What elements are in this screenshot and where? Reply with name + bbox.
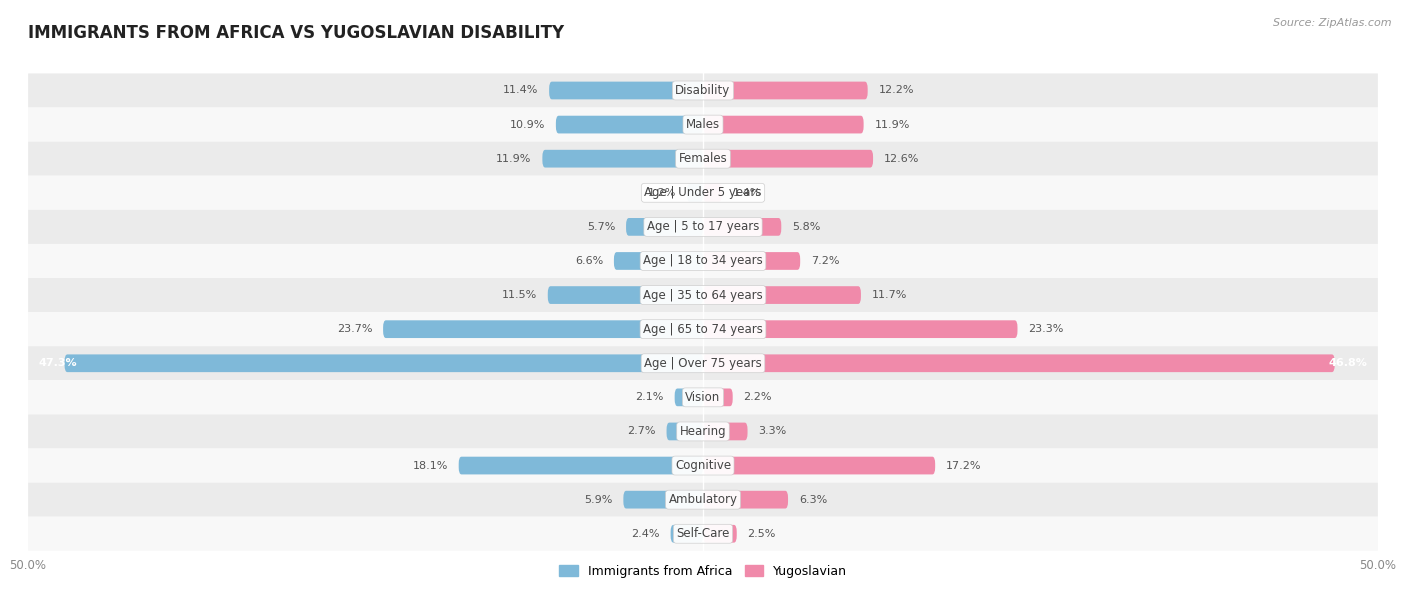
Text: IMMIGRANTS FROM AFRICA VS YUGOSLAVIAN DISABILITY: IMMIGRANTS FROM AFRICA VS YUGOSLAVIAN DI… — [28, 24, 564, 42]
FancyBboxPatch shape — [28, 141, 1378, 176]
Text: 47.3%: 47.3% — [39, 358, 77, 368]
FancyBboxPatch shape — [555, 116, 703, 133]
Text: 11.9%: 11.9% — [496, 154, 531, 163]
FancyBboxPatch shape — [28, 449, 1378, 483]
FancyBboxPatch shape — [671, 525, 703, 543]
FancyBboxPatch shape — [550, 81, 703, 99]
FancyBboxPatch shape — [28, 210, 1378, 244]
Text: Ambulatory: Ambulatory — [668, 493, 738, 506]
FancyBboxPatch shape — [28, 312, 1378, 346]
FancyBboxPatch shape — [28, 244, 1378, 278]
Text: 17.2%: 17.2% — [946, 461, 981, 471]
FancyBboxPatch shape — [28, 278, 1378, 312]
Text: 11.7%: 11.7% — [872, 290, 907, 300]
FancyBboxPatch shape — [703, 286, 860, 304]
Text: Age | Under 5 years: Age | Under 5 years — [644, 186, 762, 200]
Text: 46.8%: 46.8% — [1329, 358, 1367, 368]
Text: 3.3%: 3.3% — [758, 427, 786, 436]
Text: 7.2%: 7.2% — [811, 256, 839, 266]
FancyBboxPatch shape — [458, 457, 703, 474]
Text: Hearing: Hearing — [679, 425, 727, 438]
FancyBboxPatch shape — [675, 389, 703, 406]
FancyBboxPatch shape — [28, 380, 1378, 414]
Text: 10.9%: 10.9% — [510, 119, 546, 130]
Text: Age | Over 75 years: Age | Over 75 years — [644, 357, 762, 370]
Text: 6.6%: 6.6% — [575, 256, 603, 266]
Text: 2.4%: 2.4% — [631, 529, 659, 539]
Text: Males: Males — [686, 118, 720, 131]
Text: Age | 65 to 74 years: Age | 65 to 74 years — [643, 323, 763, 335]
FancyBboxPatch shape — [28, 346, 1378, 380]
Text: 1.4%: 1.4% — [733, 188, 761, 198]
FancyBboxPatch shape — [703, 525, 737, 543]
Text: 11.4%: 11.4% — [503, 86, 538, 95]
FancyBboxPatch shape — [543, 150, 703, 168]
FancyBboxPatch shape — [65, 354, 703, 372]
FancyBboxPatch shape — [28, 414, 1378, 449]
Text: 2.1%: 2.1% — [636, 392, 664, 402]
Text: Source: ZipAtlas.com: Source: ZipAtlas.com — [1274, 18, 1392, 28]
FancyBboxPatch shape — [614, 252, 703, 270]
FancyBboxPatch shape — [686, 184, 703, 201]
FancyBboxPatch shape — [703, 81, 868, 99]
Text: Cognitive: Cognitive — [675, 459, 731, 472]
Text: Age | 35 to 64 years: Age | 35 to 64 years — [643, 289, 763, 302]
FancyBboxPatch shape — [28, 517, 1378, 551]
FancyBboxPatch shape — [703, 423, 748, 440]
Text: 12.2%: 12.2% — [879, 86, 914, 95]
FancyBboxPatch shape — [703, 491, 787, 509]
Text: 23.3%: 23.3% — [1028, 324, 1064, 334]
FancyBboxPatch shape — [28, 176, 1378, 210]
FancyBboxPatch shape — [28, 483, 1378, 517]
Text: 5.8%: 5.8% — [792, 222, 821, 232]
FancyBboxPatch shape — [703, 218, 782, 236]
Text: Self-Care: Self-Care — [676, 528, 730, 540]
Text: 2.7%: 2.7% — [627, 427, 655, 436]
Text: Age | 5 to 17 years: Age | 5 to 17 years — [647, 220, 759, 233]
FancyBboxPatch shape — [548, 286, 703, 304]
FancyBboxPatch shape — [703, 354, 1334, 372]
Text: 11.9%: 11.9% — [875, 119, 910, 130]
FancyBboxPatch shape — [28, 73, 1378, 108]
FancyBboxPatch shape — [703, 116, 863, 133]
FancyBboxPatch shape — [703, 252, 800, 270]
FancyBboxPatch shape — [703, 320, 1018, 338]
Text: 1.2%: 1.2% — [648, 188, 676, 198]
Text: 18.1%: 18.1% — [412, 461, 449, 471]
Text: 5.7%: 5.7% — [586, 222, 616, 232]
FancyBboxPatch shape — [703, 150, 873, 168]
FancyBboxPatch shape — [623, 491, 703, 509]
FancyBboxPatch shape — [703, 184, 721, 201]
Text: 11.5%: 11.5% — [502, 290, 537, 300]
Text: 5.9%: 5.9% — [583, 494, 613, 505]
FancyBboxPatch shape — [703, 457, 935, 474]
FancyBboxPatch shape — [666, 423, 703, 440]
FancyBboxPatch shape — [382, 320, 703, 338]
Legend: Immigrants from Africa, Yugoslavian: Immigrants from Africa, Yugoslavian — [554, 560, 852, 583]
Text: 12.6%: 12.6% — [884, 154, 920, 163]
Text: Age | 18 to 34 years: Age | 18 to 34 years — [643, 255, 763, 267]
Text: Vision: Vision — [685, 391, 721, 404]
Text: 23.7%: 23.7% — [337, 324, 373, 334]
FancyBboxPatch shape — [28, 108, 1378, 141]
Text: 2.5%: 2.5% — [748, 529, 776, 539]
Text: 6.3%: 6.3% — [799, 494, 827, 505]
Text: 2.2%: 2.2% — [744, 392, 772, 402]
FancyBboxPatch shape — [626, 218, 703, 236]
Text: Disability: Disability — [675, 84, 731, 97]
Text: Females: Females — [679, 152, 727, 165]
FancyBboxPatch shape — [703, 389, 733, 406]
